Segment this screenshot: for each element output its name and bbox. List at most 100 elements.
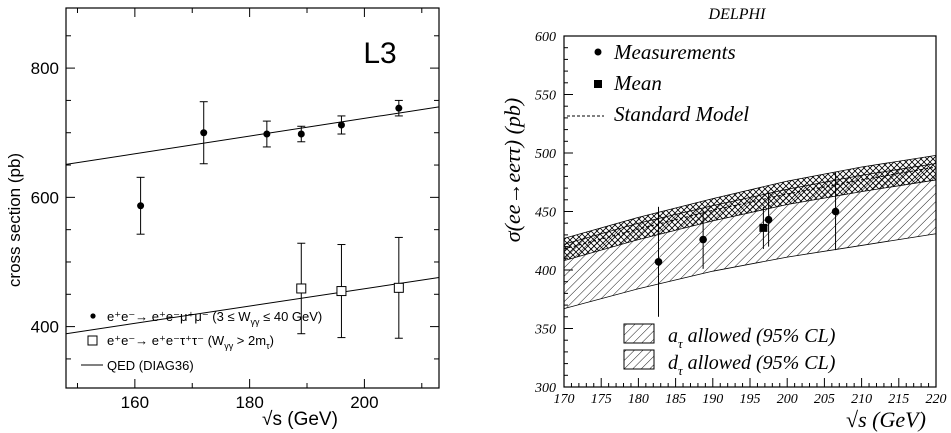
x-tick-label: 215 [888, 392, 909, 407]
delphi-band-a-letter: a [668, 325, 678, 347]
data-point-mean [759, 223, 768, 232]
data-point-tautau [296, 283, 307, 294]
legend-open-square-icon [87, 335, 98, 346]
l3-legend-item-mumu: e⁺e⁻→ e⁺e⁻μ⁺μ⁻ (3 ≤ Wγγ ≤ 40 GeV) [90, 309, 322, 327]
data-point-measurement [699, 235, 707, 244]
band-edge [564, 163, 936, 245]
y-tick-label: 300 [534, 381, 556, 396]
svg-text:e⁺e⁻→ e⁺e⁻τ⁺τ⁻ (Wγγ > 2mτ): e⁺e⁻→ e⁺e⁻τ⁺τ⁻ (Wγγ > 2mτ) [107, 333, 274, 351]
delphi-band-a-text: allowed (95% CL) [683, 325, 836, 347]
data-point-tautau [393, 282, 404, 293]
l3-legend: e⁺e⁻→ e⁺e⁻μ⁺μ⁻ (3 ≤ Wγγ ≤ 40 GeV) e⁺e⁻→ … [81, 309, 322, 373]
delphi-band-a-sub: τ [678, 336, 684, 351]
delphi-legend-sm-text: Standard Model [614, 102, 749, 126]
x-tick-label: 160 [121, 393, 149, 412]
delphi-x-axis-label: √s (GeV) [846, 407, 926, 432]
delphi-band-d-text: allowed (95% CL) [683, 352, 836, 374]
l3-legend-mumu-tail: ≤ 40 GeV) [259, 309, 322, 324]
delphi-legend-item-mean: Mean [594, 71, 662, 95]
delphi-band-legend-a: aτ allowed (95% CL) [623, 323, 836, 351]
y-tick-label: 400 [31, 318, 59, 337]
y-tick-label: 400 [535, 264, 556, 279]
x-tick-label: 210 [851, 392, 872, 407]
y-tick-label: 350 [534, 323, 556, 338]
y-tick-label: 800 [31, 59, 59, 78]
svg-text:dτ allowed (95% CL): dτ allowed (95% CL) [668, 352, 836, 378]
y-tick-label: 450 [535, 206, 556, 221]
x-tick-label: 185 [665, 392, 686, 407]
legend-hatch-cross-icon [623, 349, 655, 370]
data-point-mumu [137, 202, 145, 210]
delphi-band-d-sub: τ [678, 363, 684, 378]
delphi-legend-item-measurements: Measurements [594, 40, 736, 64]
standard-model-curve [564, 166, 936, 250]
band-edge [564, 179, 936, 262]
delphi-standard-model-curve [564, 166, 936, 250]
l3-legend-tautau-text: e⁺e⁻→ e⁺e⁻τ⁺τ⁻ (W [107, 333, 225, 348]
delphi-data-points [654, 172, 840, 317]
delphi-title: DELPHI [708, 6, 767, 23]
x-tick-label: 175 [591, 392, 612, 407]
delphi-legend: Measurements Mean Standard Model [567, 40, 749, 126]
delphi-band-legend: aτ allowed (95% CL) dτ allowed (95% CL) [623, 323, 836, 378]
y-tick-label: 550 [535, 89, 556, 104]
x-tick-label: 200 [350, 393, 378, 412]
l3-data-points [136, 99, 404, 339]
x-tick-label: 200 [777, 392, 798, 407]
data-point-mumu [337, 121, 345, 129]
svg-text:e⁺e⁻→ e⁺e⁻μ⁺μ⁻ (3 ≤ Wγγ ≤ 40: e⁺e⁻→ e⁺e⁻μ⁺μ⁻ (3 ≤ Wγγ ≤ 40 GeV) [107, 309, 322, 327]
data-point-measurement [654, 258, 663, 266]
l3-legend-qed-text: QED (DIAG36) [107, 358, 194, 373]
band-edge [564, 233, 936, 309]
svg-text:aτ allowed (95% CL): aτ allowed (95% CL) [668, 325, 836, 351]
l3-x-axis-label: √s (GeV) [262, 409, 338, 430]
l3-legend-tautau-sub2: τ [266, 341, 270, 351]
l3-legend-mumu-text: e⁺e⁻→ e⁺e⁻μ⁺μ⁻ (3 ≤ W [107, 309, 251, 324]
delphi-band-legend-d: dτ allowed (95% CL) [623, 349, 836, 378]
x-tick-label: 180 [235, 393, 263, 412]
x-tick-label: 170 [554, 392, 575, 407]
legend-filled-circle-icon [594, 48, 602, 56]
data-point-mumu [200, 129, 208, 137]
x-tick-label: 205 [814, 392, 835, 407]
y-tick-label: 600 [31, 188, 59, 207]
l3-panel: 160 180 200 400 600 800 L3 √s (GeV) cross sec… [5, 7, 440, 430]
l3-legend-tautau-tail2: ) [270, 333, 274, 348]
x-tick-label: 220 [926, 392, 947, 407]
y-tick-label: 600 [535, 30, 556, 45]
band-edge [564, 154, 936, 239]
x-tick-label: 195 [740, 392, 761, 407]
l3-qed-lines [66, 106, 439, 335]
data-point-tautau [336, 286, 347, 297]
delphi-axis-ticks: 170 175 180 185 190 195 200 205 210 215 220 300 350 4… [534, 30, 947, 407]
data-point-mumu [297, 130, 305, 138]
delphi-bands [564, 154, 936, 309]
l3-legend-mumu-sub: γγ [250, 317, 260, 327]
legend-filled-circle-icon [90, 313, 96, 319]
l3-legend-tautau-tail: > 2m [233, 333, 266, 348]
l3-axis-ticks: 160 180 200 400 600 800 [31, 8, 439, 412]
delphi-y-axis-label: σ(ee→eeττ) (pb) [500, 98, 525, 242]
l3-experiment-label: L3 [363, 37, 396, 70]
l3-legend-tautau-sub: γγ [224, 341, 234, 351]
data-point-mumu [395, 104, 403, 112]
l3-y-axis-label: cross section (pb) [5, 153, 24, 287]
legend-filled-square-icon [594, 80, 602, 88]
l3-legend-item-tautau: e⁺e⁻→ e⁺e⁻τ⁺τ⁻ (Wγγ > 2mτ) [87, 333, 274, 351]
qed-line [66, 106, 439, 165]
l3-legend-item-qed: QED (DIAG36) [81, 358, 194, 373]
l3-plot-frame [65, 7, 440, 389]
data-point-measurement [831, 207, 840, 216]
band-a-tau [564, 155, 936, 261]
delphi-legend-item-standard-model: Standard Model [567, 102, 749, 126]
delphi-legend-measurements-text: Measurements [613, 40, 736, 64]
band-d-tau [564, 163, 936, 309]
delphi-band-d-letter: d [668, 352, 679, 374]
x-tick-label: 180 [628, 392, 649, 407]
x-tick-label: 190 [702, 392, 723, 407]
data-point-measurement [764, 215, 773, 224]
qed-line [66, 276, 439, 335]
delphi-panel: DELPHI 170 175 180 185 190 195 200 205 210 215 220… [500, 6, 947, 432]
data-point-mumu [263, 130, 271, 138]
